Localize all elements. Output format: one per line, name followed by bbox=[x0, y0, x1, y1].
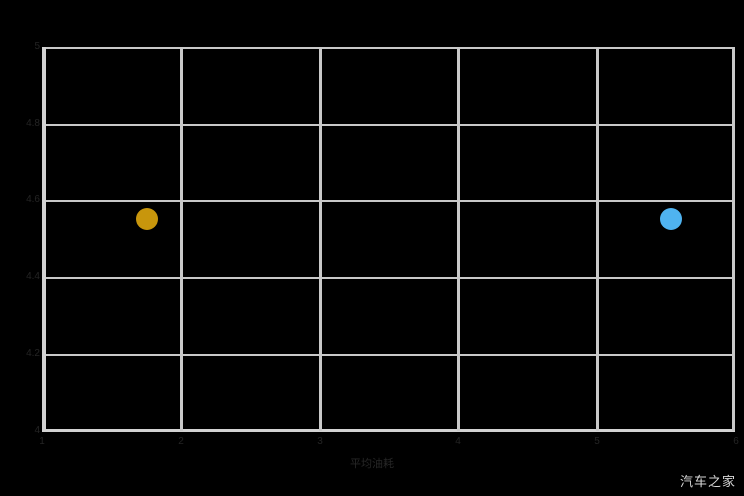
data-point-blue[interactable] bbox=[660, 208, 682, 230]
x-axis-title: 平均油耗 bbox=[350, 458, 394, 470]
gridline-horizontal bbox=[42, 47, 735, 49]
x-axis-line bbox=[42, 429, 735, 432]
x-tick-text: 2 bbox=[178, 436, 184, 447]
x-tick-text: 1 bbox=[39, 436, 45, 447]
plot-area bbox=[42, 47, 735, 432]
x-axis-tick-label: 3 bbox=[317, 437, 323, 447]
gridline-horizontal bbox=[42, 277, 735, 279]
x-axis-tick-label: 1 bbox=[39, 437, 45, 447]
data-point-orange[interactable] bbox=[136, 208, 158, 230]
y-tick-text: 4.2 bbox=[26, 348, 40, 359]
y-axis-line bbox=[42, 47, 46, 431]
x-axis-tick-label: 4 bbox=[455, 437, 461, 447]
y-axis-tick-label: 5 bbox=[0, 42, 40, 52]
y-tick-text: 4.4 bbox=[26, 271, 40, 282]
x-axis-tick-label: 6 bbox=[733, 437, 739, 447]
y-axis-tick-label: 4.8 bbox=[0, 119, 40, 129]
x-tick-text: 4 bbox=[455, 436, 461, 447]
gridline-horizontal bbox=[42, 200, 735, 202]
y-tick-text: 4 bbox=[34, 425, 40, 436]
x-axis-tick-label: 2 bbox=[178, 437, 184, 447]
gridline-vertical bbox=[732, 47, 735, 431]
gridline-vertical bbox=[457, 47, 460, 431]
y-axis-tick-label: 4 bbox=[0, 426, 40, 436]
y-axis-tick-label: 4.4 bbox=[0, 272, 40, 282]
x-tick-text: 6 bbox=[733, 436, 739, 447]
y-tick-text: 4.6 bbox=[26, 194, 40, 205]
y-tick-text: 4.8 bbox=[26, 118, 40, 129]
x-axis-tick-label: 5 bbox=[594, 437, 600, 447]
y-axis-tick-label: 4.2 bbox=[0, 349, 40, 359]
x-tick-text: 5 bbox=[594, 436, 600, 447]
y-tick-text: 5 bbox=[34, 41, 40, 52]
gridline-vertical bbox=[596, 47, 599, 431]
x-tick-text: 3 bbox=[317, 436, 323, 447]
y-axis-tick-label: 4.6 bbox=[0, 195, 40, 205]
gridline-vertical bbox=[180, 47, 183, 431]
gridline-horizontal bbox=[42, 124, 735, 126]
gridline-vertical bbox=[319, 47, 322, 431]
gridline-horizontal bbox=[42, 354, 735, 356]
watermark-autohome: 汽车之家 bbox=[679, 475, 736, 490]
